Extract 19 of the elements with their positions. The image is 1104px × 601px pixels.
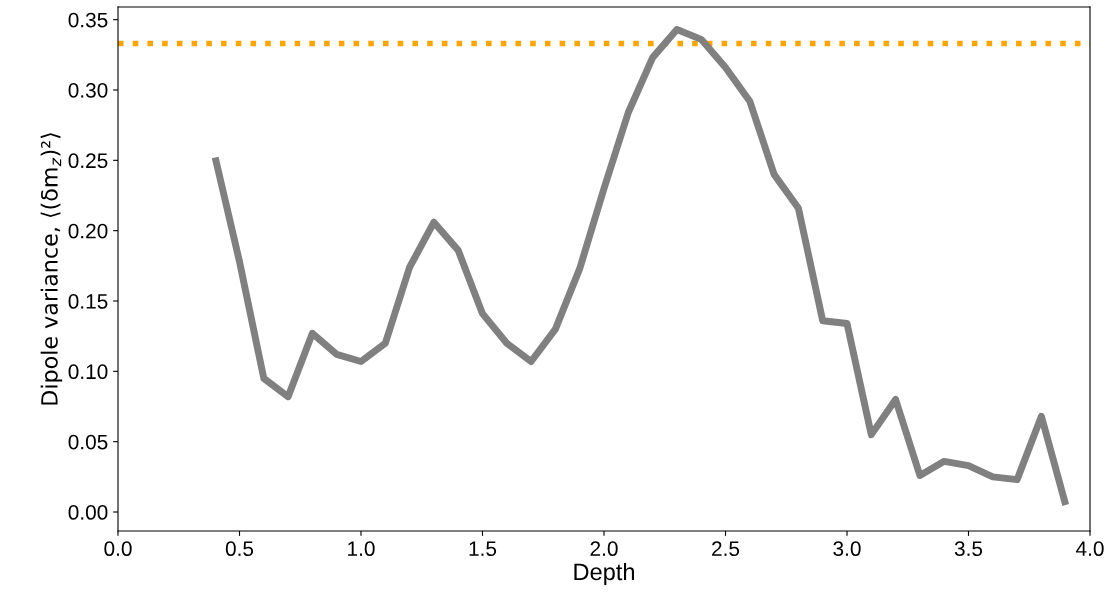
x-tick-label: 3.0 [833,541,861,557]
x-tick-label: 0.5 [225,541,254,557]
x-tick-label: 1.5 [469,541,497,557]
y-axis-title: Dipole variance, ⟨(δm$_{z}$)²⟩ [40,133,63,405]
x-tick-label: 4.0 [1076,541,1104,557]
y-tick-label: 0.05 [68,434,108,450]
x-axis-title: Depth [574,562,634,585]
x-tick-label: 0.0 [104,541,132,557]
y-tick-label: 0.10 [68,364,108,380]
y-tick-label: 0.35 [68,12,108,28]
x-tick-label: 3.5 [954,541,983,557]
x-tick-label: 2.0 [590,541,618,557]
x-tick-label: 1.0 [348,541,375,557]
x-tick-label: 2.5 [712,541,740,557]
y-tick-label: 0.15 [68,294,108,309]
y-tick-label: 0.30 [68,83,108,98]
y-tick-label: 0.00 [68,505,108,520]
y-tick-label: 0.20 [68,223,108,239]
y-tick-label: 0.25 [68,153,108,169]
